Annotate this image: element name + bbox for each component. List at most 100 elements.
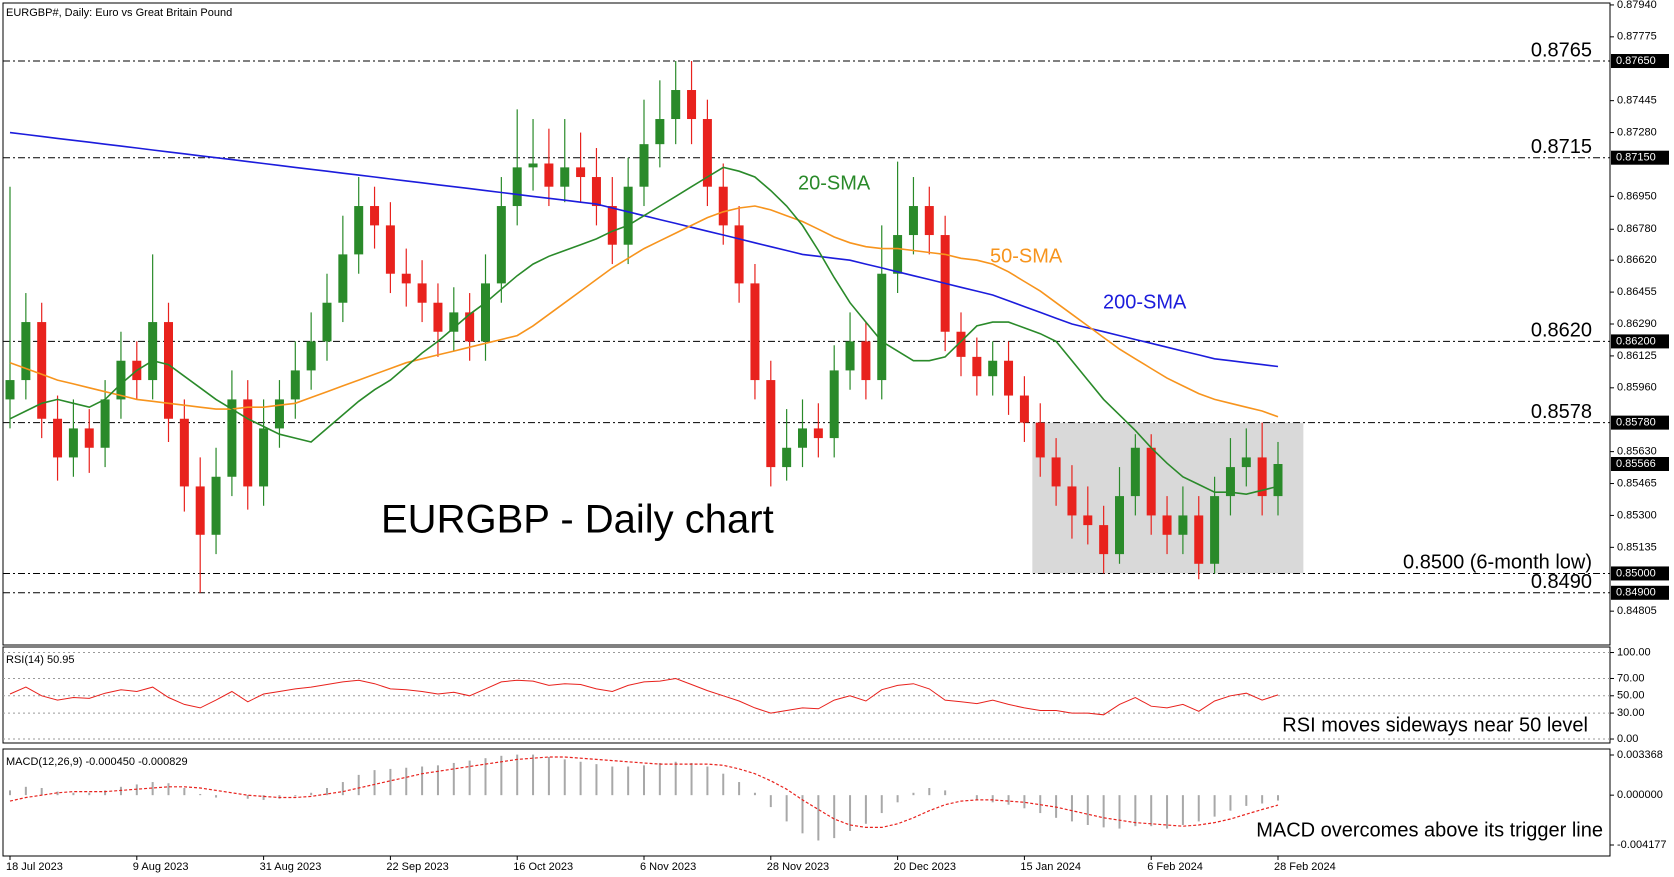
candle-body (1273, 464, 1283, 497)
candle-body (1178, 515, 1188, 535)
candle-body (116, 360, 126, 400)
macd-panel (2, 748, 1611, 857)
sma-line (9, 166, 1279, 496)
candle-body (607, 206, 617, 245)
y-tick-label: 0.85960 (1617, 382, 1657, 394)
candle-body (370, 206, 380, 226)
candle-body (1115, 496, 1124, 555)
candle-body (1146, 447, 1156, 516)
sma-label: 200-SMA (1103, 291, 1187, 313)
candle-body (84, 428, 94, 448)
candle-body (53, 418, 63, 458)
y-tick-label: 0.84805 (1617, 605, 1657, 617)
candle-body (1162, 515, 1172, 535)
candle-body (750, 283, 760, 381)
candle-body (37, 322, 47, 419)
candle-body (512, 167, 522, 207)
candle-body (1051, 457, 1061, 487)
level-axis-box (1611, 415, 1669, 430)
range-box (1032, 422, 1304, 574)
candle-body (861, 341, 871, 381)
candle-body (433, 302, 443, 332)
y-tick-label: 0.85300 (1617, 509, 1657, 521)
candle-body (1067, 486, 1077, 516)
y-tick-label: 0.85630 (1617, 446, 1657, 458)
candle-body (1225, 467, 1235, 497)
candle-body (687, 90, 697, 120)
level-axis-box (1611, 585, 1669, 600)
y-tick-label: 0.87775 (1617, 31, 1657, 43)
candle-body (401, 273, 411, 284)
macd-signal (9, 756, 1279, 828)
level-label: 0.8490 (1531, 571, 1592, 593)
candle-body (148, 322, 158, 381)
candle-body (718, 186, 728, 226)
candle-body (528, 163, 538, 168)
candle-body (5, 380, 15, 400)
rsi-annotation: RSI moves sideways near 50 level (1282, 714, 1588, 736)
level-axis-label: 0.87150 (1616, 152, 1656, 164)
candle-body (306, 341, 316, 371)
candle-body (671, 90, 681, 120)
candle-body (845, 341, 855, 371)
y-tick-label: 0.86455 (1617, 286, 1657, 298)
candle-body (164, 322, 173, 419)
candle-body (576, 167, 586, 178)
x-tick-label: 18 Jul 2023 (6, 861, 63, 873)
y-tick-label: 0.00 (1617, 733, 1638, 745)
level-label: 0.8765 (1531, 39, 1592, 61)
candle-body (1130, 447, 1140, 497)
candle-body (1257, 457, 1267, 497)
candle-body (924, 206, 934, 236)
candle-body (1004, 360, 1014, 396)
candle-body (1019, 395, 1029, 423)
sma-label: 20-SMA (798, 172, 871, 194)
indicator-line (9, 677, 1279, 716)
x-tick-label: 6 Nov 2023 (640, 861, 696, 873)
candle-body (100, 399, 110, 448)
background-layer (3, 60, 1610, 740)
y-tick-label: 0.000000 (1617, 789, 1663, 801)
y-tick-label: 100.00 (1617, 646, 1651, 658)
level-axis-label: 0.85780 (1616, 417, 1656, 429)
candle-body (560, 167, 570, 187)
y-tick-label: -0.004177 (1617, 839, 1667, 851)
candle-body (766, 380, 776, 468)
sma-label: 50-SMA (990, 245, 1063, 267)
rsi-title: RSI(14) 50.95 (6, 654, 74, 666)
level-axis-box (1611, 150, 1669, 165)
candle-body (591, 177, 601, 207)
candle-body (68, 428, 78, 458)
y-tick-label: 0.86780 (1617, 223, 1657, 235)
candle-body (179, 418, 189, 487)
candle-body (259, 428, 269, 487)
level-label: 0.8715 (1531, 136, 1592, 158)
level-axis-label: 0.84900 (1616, 587, 1656, 599)
candle-body (338, 254, 348, 303)
y-tick-label: 50.00 (1617, 690, 1645, 702)
y-tick-label: 30.00 (1617, 707, 1645, 719)
macd-annotation: MACD overcomes above its trigger line (1256, 819, 1603, 841)
level-axis-box (1611, 54, 1669, 69)
level-axis-box (1611, 566, 1669, 581)
y-tick-label: 0.87280 (1617, 126, 1657, 138)
candle-body (243, 399, 253, 487)
candle-body (908, 206, 918, 236)
level-axis-label: 0.85000 (1616, 567, 1656, 579)
x-tick-label: 31 Aug 2023 (260, 861, 322, 873)
candle-body (211, 476, 221, 535)
last-price-box (1611, 457, 1669, 472)
marks-layer: 0.87940 0.87775 0.87445 0.87280 0.86950 0.867… (5, 0, 1667, 873)
level-axis-label: 0.86200 (1616, 335, 1656, 347)
x-tick-label: 16 Oct 2023 (513, 861, 573, 873)
candle-body (655, 119, 665, 145)
candle-body (544, 163, 554, 187)
label-layer: 0.8765 0.87650 0.8715 0.87150 0.8620 0.86200 0… (9, 39, 1669, 600)
candle-body (1194, 515, 1204, 564)
y-tick-label: 0.86290 (1617, 318, 1657, 330)
candle-body (813, 428, 823, 439)
candle-body (1099, 525, 1109, 555)
candle-body (988, 360, 998, 377)
level-axis-label: 0.87650 (1616, 55, 1656, 67)
